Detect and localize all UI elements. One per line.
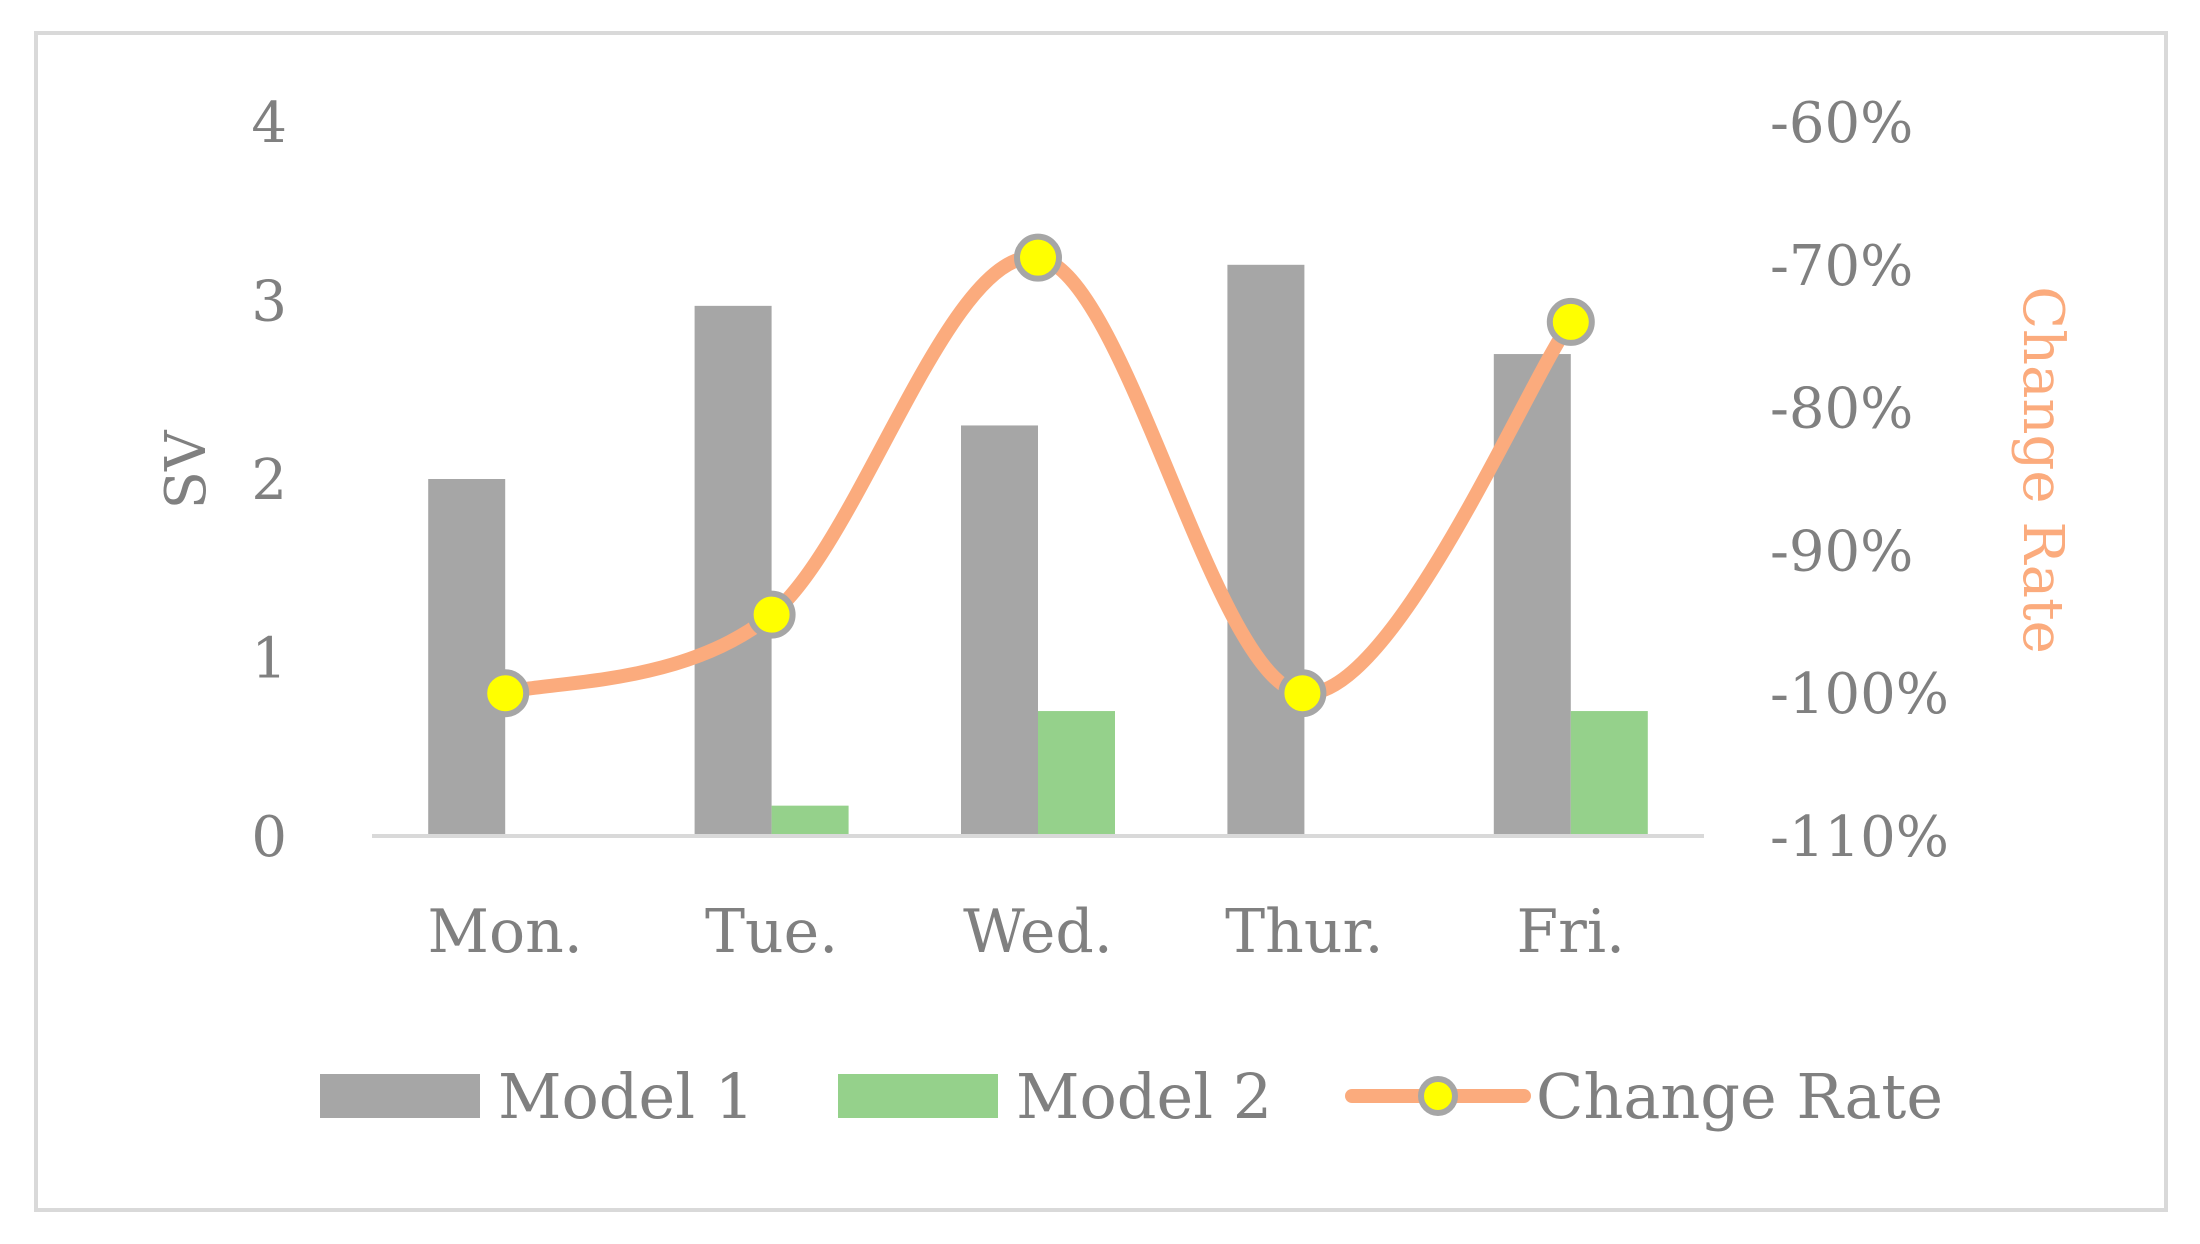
change-rate-line bbox=[498, 250, 1578, 701]
bar-model-1-wed bbox=[961, 425, 1038, 836]
category-labels: Mon. Tue. Wed. Thur. Fri. bbox=[428, 897, 1626, 967]
category-label: Mon. bbox=[428, 897, 583, 967]
category-label: Fri. bbox=[1517, 897, 1626, 967]
change-rate-marker bbox=[1278, 669, 1327, 718]
left-tick-label: 2 bbox=[251, 448, 287, 513]
left-tick-label: 3 bbox=[251, 270, 287, 335]
legend-label-model-2: Model 2 bbox=[1016, 1060, 1272, 1133]
legend-swatch-model-2 bbox=[838, 1074, 998, 1118]
bar-model-1-tue bbox=[694, 305, 772, 837]
right-axis-ticks: -110% -100% -90% -80% -70% -60% bbox=[1770, 91, 1949, 870]
left-axis-title: SV bbox=[154, 429, 219, 509]
right-tick-label: -90% bbox=[1770, 519, 1913, 584]
change-rate-marker bbox=[1546, 297, 1595, 346]
change-rate-marker bbox=[747, 590, 796, 639]
right-tick-label: -80% bbox=[1770, 377, 1913, 442]
left-tick-label: 4 bbox=[251, 91, 287, 156]
right-tick-label: -70% bbox=[1770, 234, 1913, 299]
left-axis-ticks: 0 1 2 3 4 bbox=[251, 91, 287, 870]
chart-frame bbox=[34, 31, 2168, 1212]
bars-group bbox=[428, 264, 1648, 837]
category-label: Wed. bbox=[963, 897, 1113, 967]
bar-model-1-mon bbox=[428, 479, 506, 836]
bar-model-1-thur bbox=[1227, 264, 1305, 836]
change-rate-marker bbox=[1014, 233, 1062, 282]
bar-model-2-wed bbox=[1038, 711, 1115, 836]
left-tick-label: 0 bbox=[251, 805, 287, 870]
change-rate-markers bbox=[481, 233, 1595, 718]
right-tick-label: -60% bbox=[1770, 91, 1913, 156]
legend-marker-change-rate bbox=[1418, 1076, 1458, 1116]
legend: Model 1 Model 2 Change Rate bbox=[320, 1060, 1943, 1133]
bar-model-2-fri bbox=[1570, 711, 1648, 836]
legend-label-change-rate: Change Rate bbox=[1536, 1060, 1943, 1133]
right-tick-label: -110% bbox=[1770, 805, 1949, 870]
bar-model-2-tue bbox=[771, 805, 849, 836]
right-axis-title: Change Rate bbox=[2010, 286, 2075, 654]
legend-label-model-1: Model 1 bbox=[498, 1060, 754, 1133]
category-label: Thur. bbox=[1225, 897, 1383, 967]
right-tick-label: -100% bbox=[1770, 662, 1949, 727]
category-label: Tue. bbox=[705, 897, 838, 967]
legend-swatch-model-1 bbox=[320, 1074, 480, 1118]
left-tick-label: 1 bbox=[251, 627, 287, 692]
change-rate-marker bbox=[481, 669, 530, 718]
